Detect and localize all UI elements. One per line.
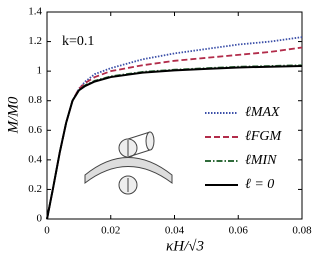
x-tick-label: 0 <box>44 225 50 237</box>
legend-label: ℓFGM <box>245 129 282 144</box>
y-tick-label: 0.2 <box>28 183 42 195</box>
y-tick-label: 0.6 <box>28 124 42 136</box>
x-axis-label: κH/√3 <box>166 238 204 254</box>
x-tick-label: 0.04 <box>165 225 185 237</box>
x-tick-label: 0.08 <box>292 225 312 237</box>
y-tick-label: 0 <box>37 213 43 225</box>
y-tick-label: 1 <box>37 65 43 77</box>
y-axis-label: M/M0 <box>5 96 21 134</box>
y-tick-label: 0.4 <box>28 153 42 165</box>
y-tick-label: 1.2 <box>28 35 42 47</box>
x-tick-label: 0.02 <box>101 225 120 237</box>
series-line <box>46 36 303 220</box>
y-tick-label: 0.8 <box>28 94 42 106</box>
y-tick-label: 1.4 <box>28 6 42 18</box>
legend-label: ℓ = 0 <box>245 177 274 192</box>
roller-illustration <box>84 131 173 195</box>
x-tick-label: 0.06 <box>229 225 249 237</box>
series-line <box>46 64 303 220</box>
legend-label: ℓMAX <box>245 105 280 120</box>
legend-label: ℓMIN <box>245 153 277 168</box>
annotation: k=0.1 <box>62 34 94 49</box>
